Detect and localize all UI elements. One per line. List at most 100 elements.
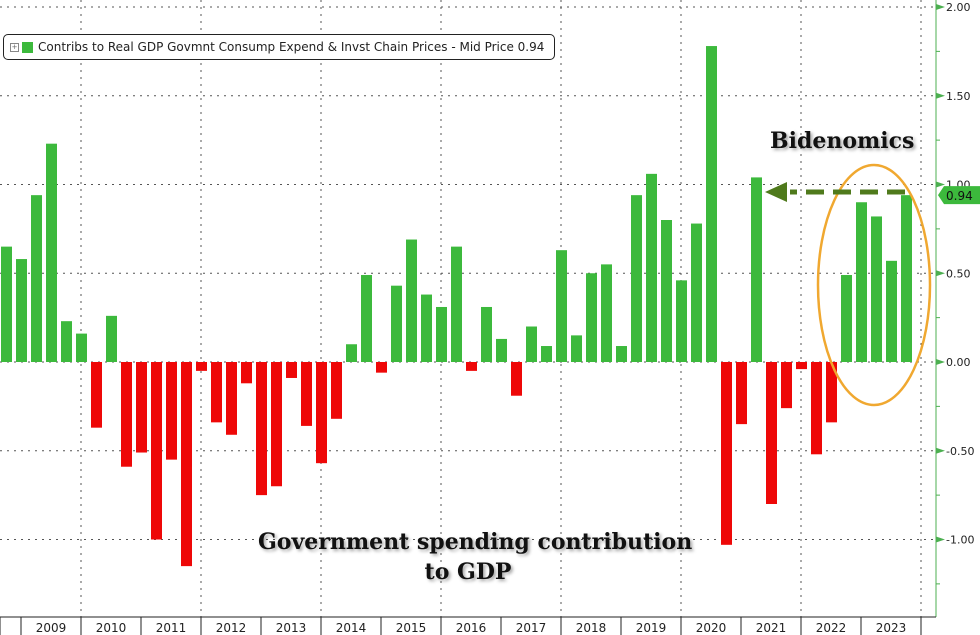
annotation-line-2: to GDP: [424, 559, 512, 585]
y-tick-label: 2.00: [946, 1, 971, 14]
bar: [826, 362, 837, 423]
bar: [331, 362, 342, 419]
y-tick-label: 0.50: [946, 267, 971, 280]
bar: [541, 346, 552, 362]
bar: [601, 264, 612, 362]
bar: [211, 362, 222, 423]
plus-box-icon[interactable]: +: [10, 42, 19, 52]
bar: [61, 321, 72, 362]
bar: [691, 223, 702, 362]
bar: [136, 362, 147, 453]
y-tick-label: 0.00: [946, 356, 971, 369]
bar: [616, 346, 627, 362]
bar: [376, 362, 387, 373]
annotations-overlay: [765, 163, 932, 407]
bar: [796, 362, 807, 370]
bar: [226, 362, 237, 435]
x-tick-label: 2019: [636, 621, 667, 635]
y-tick-marker: [936, 447, 945, 454]
bar: [781, 362, 792, 409]
bar: [661, 220, 672, 362]
x-tick-label: 2021: [756, 621, 787, 635]
bar: [751, 177, 762, 362]
last-value-tag: [938, 186, 980, 205]
bar: [166, 362, 177, 460]
highlight-ellipse: [816, 163, 932, 407]
bar: [886, 260, 897, 362]
bar: [196, 362, 207, 371]
bar: [706, 46, 717, 363]
y-tick-marker: [936, 270, 945, 277]
bar: [901, 195, 912, 362]
x-tick-label: 2016: [456, 621, 487, 635]
bidenomics-annotation: Bidenomics: [770, 128, 915, 154]
x-tick-label: 2011: [156, 621, 187, 635]
x-tick-label: 2014: [336, 621, 367, 635]
arrow-head-icon: [765, 182, 787, 202]
legend-label: Contribs to Real GDP Govmnt Consump Expe…: [38, 40, 545, 54]
bar: [391, 285, 402, 362]
y-tick-marker: [936, 4, 945, 10]
axes: [0, 0, 937, 618]
bar: [466, 362, 477, 371]
x-axis-labels: 2009 2010 2011 2012 2013 2014 2015 2016 2017 2018…: [0, 617, 922, 635]
bar: [1, 246, 12, 362]
bar: [256, 362, 267, 496]
bar: [511, 362, 522, 396]
bar: [586, 273, 597, 362]
bar: [841, 275, 852, 362]
bar: [16, 259, 27, 362]
bar: [121, 362, 132, 467]
bar: [631, 195, 642, 362]
bar: [241, 362, 252, 384]
bars: [1, 46, 912, 567]
x-tick-label: 2010: [96, 621, 127, 635]
bar: [481, 306, 492, 362]
x-tick-label: 2023: [876, 621, 907, 635]
bar: [271, 362, 282, 487]
bar: [316, 362, 327, 464]
x-tick-label: 2013: [276, 621, 307, 635]
legend-swatch: [22, 41, 33, 53]
x-tick-label: 2009: [36, 621, 67, 635]
bar: [736, 362, 747, 425]
bar: [91, 362, 102, 428]
bar: [421, 294, 432, 362]
y-tick-label: -1.00: [946, 534, 974, 547]
bar: [571, 335, 582, 362]
bar: [856, 202, 867, 362]
x-tick-label: 2022: [816, 621, 847, 635]
bar: [181, 362, 192, 567]
y-tick-marker: [936, 92, 945, 99]
legend[interactable]: + Contribs to Real GDP Govmnt Consump Ex…: [3, 34, 555, 60]
x-tick-label: 2015: [396, 621, 427, 635]
bar: [646, 173, 657, 362]
bar: [361, 275, 372, 362]
bar: [526, 326, 537, 362]
bar: [451, 246, 462, 362]
x-tick-label: 2012: [216, 621, 247, 635]
y-tick-marker: [936, 181, 945, 188]
bar: [46, 143, 57, 362]
y-tick-label: -0.50: [946, 445, 974, 458]
bar: [76, 333, 87, 362]
y-tick-marker: [936, 536, 945, 543]
y-axis-ticks: 2.001.501.000.500.00-0.50-1.000.94: [936, 1, 980, 585]
bar: [151, 362, 162, 540]
bar: [406, 239, 417, 362]
annotation-line-1: Government spending contribution: [258, 529, 693, 555]
last-value-tag-label: 0.94: [946, 189, 973, 203]
y-tick-label: 1.50: [946, 90, 971, 103]
bar: [31, 195, 42, 362]
bar: [721, 362, 732, 545]
bar: [346, 344, 357, 362]
government-spending-annotation: Government spending contribution to GDP: [258, 527, 693, 587]
bar: [106, 315, 117, 362]
bar: [301, 362, 312, 426]
x-tick-label: 2017: [516, 621, 547, 635]
x-tick-label: 2020: [696, 621, 727, 635]
gridlines: [0, 0, 936, 617]
bar: [556, 250, 567, 362]
bar: [811, 362, 822, 455]
